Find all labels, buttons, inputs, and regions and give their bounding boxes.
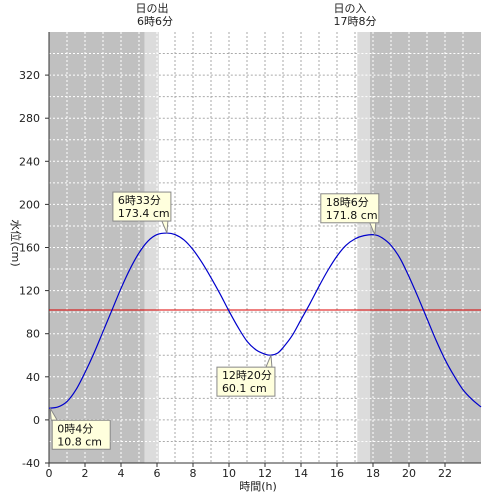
x-tick-label: 22 <box>438 467 452 480</box>
annotation-box <box>216 366 276 397</box>
x-tick-label: 12 <box>258 467 272 480</box>
x-tick-label: 16 <box>330 467 344 480</box>
annotation-box <box>320 193 380 224</box>
x-tick-label: 4 <box>118 467 125 480</box>
annotation-value: 171.8 cm <box>326 209 378 222</box>
sunrise-label: 日の出 6時6分 <box>136 1 174 28</box>
x-tick-label: 2 <box>82 467 89 480</box>
annotation-box <box>51 419 111 450</box>
x-tick-label: 14 <box>294 467 308 480</box>
x-tick-label: 8 <box>190 467 197 480</box>
tide-level-line <box>48 232 482 409</box>
sunset-title: 日の入 <box>334 2 367 15</box>
annotation-value: 10.8 cm <box>57 435 102 448</box>
x-tick-label: 10 <box>222 467 236 480</box>
x-tick-label: 6 <box>154 467 161 480</box>
y-tick-label: 200 <box>19 198 40 211</box>
sunrise-title: 日の出 <box>136 1 169 15</box>
x-tick-label: 18 <box>366 467 380 480</box>
y-tick-label: 160 <box>19 242 40 255</box>
x-tick-label: 20 <box>402 467 416 480</box>
y-tick-label: 280 <box>19 112 40 125</box>
sunset-time: 17時8分 <box>334 15 377 28</box>
y-tick-label: 120 <box>19 285 40 298</box>
annotation-time: 0時4分 <box>57 422 93 435</box>
y-tick-label: 40 <box>26 371 40 384</box>
annotation-value: 173.4 cm <box>118 207 170 220</box>
y-tick-label: 240 <box>19 155 40 168</box>
annotation-box <box>112 191 172 222</box>
y-tick-label: 80 <box>26 328 40 341</box>
y-tick-label: -40 <box>22 457 40 470</box>
y-axis-label: 水位(cm) <box>9 219 23 266</box>
annotation-time: 18時6分 <box>326 196 369 209</box>
y-tick-label: 320 <box>19 69 40 82</box>
axes: -40 0 40 80 120 160 200 240 280 320 0 2 4 6 8 10 12 14 16 1… <box>19 32 481 480</box>
y-tick-label: 0 <box>33 414 40 427</box>
annotation-time: 6時33分 <box>118 194 161 207</box>
annotation-value: 60.1 cm <box>222 382 267 395</box>
x-axis-label: 時間(h) <box>239 480 277 493</box>
dawn-twilight-band <box>144 32 159 463</box>
sunrise-time: 6時6分 <box>137 15 173 28</box>
series-layer <box>48 232 482 409</box>
sunset-label: 日の入 17時8分 <box>334 2 377 28</box>
annotation-time: 12時20分 <box>222 369 272 382</box>
x-tick-label: 0 <box>46 467 53 480</box>
